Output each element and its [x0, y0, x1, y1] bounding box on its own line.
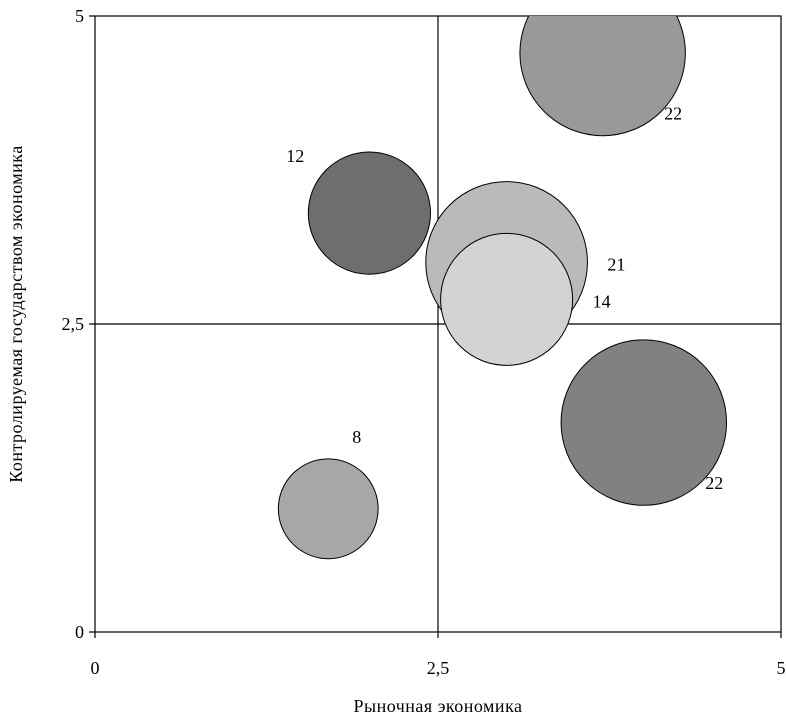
plot-area: 22 12 21 14 22 8: [94, 15, 782, 633]
x-tick-label: 2,5: [427, 658, 450, 678]
bubble-labels-group: 22 12 21 14 22 8: [286, 103, 723, 493]
bubble-label-1: 22: [664, 103, 682, 123]
bubble-label-2: 12: [286, 146, 304, 166]
y-tick-label: 0: [75, 622, 84, 642]
bubble-4: [440, 232, 574, 366]
y-axis-ticks: 02,55: [62, 6, 95, 642]
x-tick-label: 5: [777, 658, 786, 678]
bubble-label-4: 14: [593, 291, 611, 311]
x-axis-title: Рыночная экономика: [353, 696, 522, 716]
bubble-2: [307, 151, 432, 275]
bubble-label-6: 8: [352, 427, 361, 447]
bubble-1: [519, 16, 686, 137]
bubble-label-3: 21: [607, 254, 625, 274]
bubbles-group: [277, 16, 728, 560]
y-axis-title: Контролируемая государством экономика: [6, 145, 26, 483]
x-axis-ticks: 0 2,5 5: [91, 632, 786, 678]
axes: 0 2,5 5 02,55 Рыночная экономика Контролир…: [6, 6, 786, 716]
bubble-5: [560, 339, 728, 506]
y-tick-label: 2,5: [62, 314, 85, 334]
bubble-6: [277, 458, 379, 560]
bubble-label-5: 22: [705, 473, 723, 493]
x-tick-label: 0: [91, 658, 100, 678]
y-tick-label: 5: [75, 6, 84, 26]
